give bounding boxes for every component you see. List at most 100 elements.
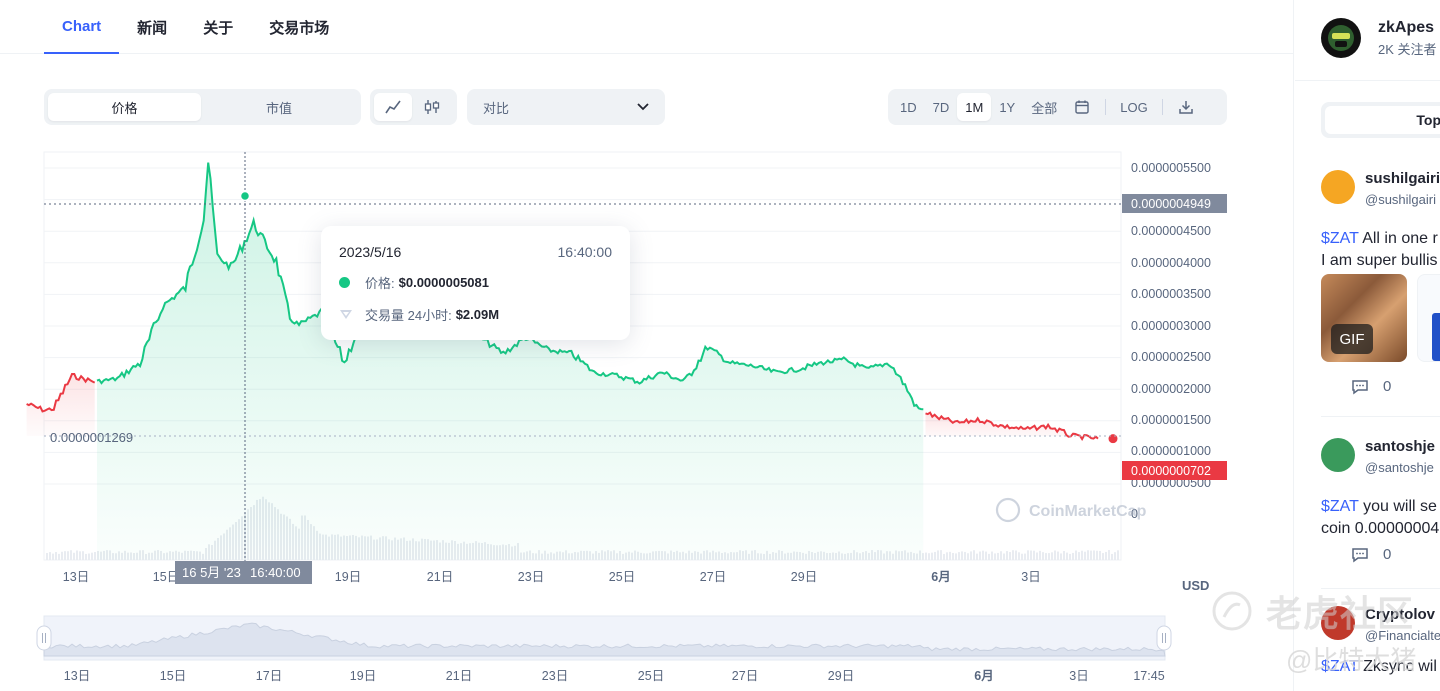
date-picker-button[interactable] — [1065, 93, 1099, 121]
post-item[interactable]: sushilgairi @sushilgairi $ZAT All in one… — [1321, 170, 1440, 400]
candlestick-icon — [425, 100, 440, 114]
x-tick-label: 3日 — [1021, 570, 1040, 584]
compare-dropdown[interactable]: 对比 — [467, 89, 665, 125]
mcap-toggle-button[interactable]: 市值 — [265, 100, 292, 116]
x-tick-label: 25日 — [609, 570, 635, 584]
volume-bar — [1114, 552, 1116, 560]
navigator-area — [43, 622, 1166, 657]
volume-bar — [1027, 550, 1029, 560]
volume-bar — [46, 552, 48, 560]
post-text-line1: you will se — [1358, 498, 1437, 515]
volume-bar — [55, 552, 57, 560]
image-thumbnail-fill — [1432, 313, 1440, 361]
volume-bar — [1111, 553, 1113, 560]
navigator-tick-label: 19日 — [350, 669, 376, 683]
download-button[interactable] — [1169, 93, 1203, 121]
gif-badge: GIF — [1331, 324, 1373, 354]
shiba-avatar-icon — [1321, 170, 1355, 204]
price-series — [26, 162, 1118, 560]
volume-bar — [1093, 550, 1095, 560]
navigator[interactable]: 13日 15日 17日 19日 21日 23日 25日 27日 29日 6月 3日 17:45 — [36, 615, 1172, 683]
comment-icon — [1352, 547, 1368, 562]
tab-news[interactable]: 新闻 — [137, 19, 168, 37]
candlestick-button[interactable] — [412, 93, 453, 121]
y-tick-label: 0.0000004500 — [1131, 224, 1211, 238]
price-area-down — [925, 412, 1099, 440]
navigator-tick-label: 17:45 — [1133, 669, 1164, 683]
comment-button[interactable]: 0 — [1351, 546, 1391, 563]
post-text: $ZAT All in one r I am super bullis — [1321, 228, 1438, 272]
volume-bar — [1051, 552, 1053, 560]
volume-bar — [1063, 550, 1065, 560]
download-icon — [1178, 101, 1193, 114]
post-ticker-link[interactable]: $ZAT — [1321, 498, 1359, 515]
post-ticker-link[interactable]: $ZAT — [1321, 230, 1359, 247]
post-text: $ZAT you will se coin 0.00000004 — [1321, 496, 1439, 540]
navigator-tick-label: 29日 — [828, 669, 854, 683]
volume-bar — [88, 553, 90, 560]
post-text-line2: coin 0.00000004 — [1321, 520, 1440, 537]
volume-bar — [973, 550, 975, 560]
tab-markets[interactable]: 交易市场 — [269, 19, 330, 37]
price-toggle-button[interactable]: 价格 — [48, 93, 201, 121]
volume-bar — [970, 551, 972, 560]
range-1y[interactable]: 1Y — [999, 99, 1016, 115]
volume-bar — [985, 551, 987, 560]
user-avatar-icon — [1321, 438, 1355, 472]
volume-bar — [979, 551, 981, 560]
range-1m[interactable]: 1M — [957, 93, 992, 121]
volume-bar — [67, 551, 69, 560]
comment-count: 0 — [1383, 378, 1392, 395]
volume-bar — [982, 550, 984, 560]
tab-about[interactable]: 关于 — [203, 19, 234, 37]
volume-bar — [1087, 550, 1089, 560]
post-ticker-link[interactable]: $ZAT — [1321, 658, 1359, 675]
x-tick-label: 15日 — [153, 570, 179, 584]
navigator-handle — [1156, 625, 1172, 651]
line-chart-button[interactable] — [374, 93, 412, 121]
volume-bar — [1021, 553, 1023, 560]
tab-chart[interactable]: Chart — [44, 0, 120, 54]
coin-header[interactable]: zkApes 2K 关注者 — [1321, 18, 1437, 58]
price-chart[interactable]: 0.0000005500 0.0000004500 0.0000004000 0.00… — [0, 140, 1294, 691]
volume-bar — [958, 552, 960, 560]
x-tick-label: 23日 — [518, 570, 544, 584]
volume-bar — [1108, 550, 1110, 560]
volume-bar — [1060, 553, 1062, 560]
volume-bar — [925, 552, 927, 560]
volume-bar — [1090, 550, 1092, 560]
tab-bar: Chart 新闻 关于 交易市场 — [44, 0, 347, 54]
volume-bar — [70, 550, 72, 560]
navigator-handle — [36, 625, 52, 651]
gif-thumbnail[interactable]: GIF — [1321, 274, 1407, 362]
navigator-tick-label: 23日 — [542, 669, 568, 683]
range-1d[interactable]: 1D — [900, 99, 917, 115]
post-item[interactable]: Cryptolov @Financialte $ZAT Zksync wil — [1321, 606, 1440, 691]
volume-bar — [931, 552, 933, 560]
range-divider — [1105, 99, 1107, 115]
coinmarketcap-watermark: CoinMarketCap — [995, 497, 1147, 523]
comment-count: 0 — [1383, 546, 1392, 563]
range-7d[interactable]: 7D — [932, 99, 950, 115]
volume-bar — [997, 552, 999, 560]
volume-bar — [940, 550, 942, 560]
volume-bar — [988, 553, 990, 560]
post-item[interactable]: santoshje @santoshje $ZAT you will se coi… — [1321, 438, 1440, 588]
x-tick-label: 6月 — [931, 570, 950, 584]
volume-bar — [1066, 552, 1068, 560]
community-sidebar: zkApes 2K 关注者 Top sushilgairi @sushilgai… — [1295, 0, 1440, 691]
range-all[interactable]: 全部 — [1031, 100, 1058, 116]
volume-bar — [1099, 550, 1101, 560]
volume-bar — [994, 553, 996, 560]
volume-bar — [1042, 552, 1044, 560]
volume-bar — [1084, 551, 1086, 560]
log-scale-toggle[interactable]: LOG — [1120, 99, 1148, 115]
image-thumbnail[interactable] — [1417, 274, 1440, 362]
volume-bar — [1117, 550, 1119, 560]
volume-bar — [79, 551, 81, 560]
top-sort-button[interactable]: Top — [1325, 106, 1440, 134]
comment-button[interactable]: 0 — [1351, 378, 1391, 395]
navigator-tick-label: 27日 — [732, 669, 758, 683]
price-line-up — [96, 162, 924, 411]
